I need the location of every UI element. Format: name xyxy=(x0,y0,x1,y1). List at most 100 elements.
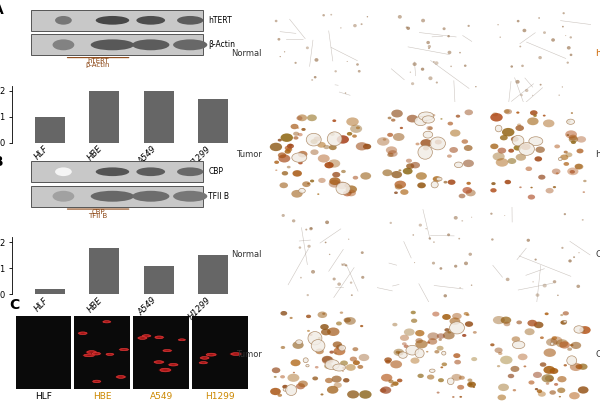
Ellipse shape xyxy=(317,194,319,195)
Ellipse shape xyxy=(519,143,535,155)
Ellipse shape xyxy=(350,357,357,362)
Circle shape xyxy=(459,52,461,53)
Ellipse shape xyxy=(512,135,524,146)
Circle shape xyxy=(350,282,352,284)
Ellipse shape xyxy=(289,144,292,146)
Ellipse shape xyxy=(418,374,424,378)
Ellipse shape xyxy=(436,177,442,181)
Ellipse shape xyxy=(440,366,443,368)
Ellipse shape xyxy=(421,139,432,147)
Circle shape xyxy=(535,259,537,261)
Ellipse shape xyxy=(518,353,527,360)
Ellipse shape xyxy=(537,389,542,393)
Ellipse shape xyxy=(102,320,112,323)
Bar xyxy=(89,247,119,294)
Circle shape xyxy=(343,263,346,266)
Ellipse shape xyxy=(290,359,301,366)
Ellipse shape xyxy=(544,366,555,374)
Ellipse shape xyxy=(448,378,454,385)
Ellipse shape xyxy=(493,316,505,324)
Ellipse shape xyxy=(205,353,218,356)
Ellipse shape xyxy=(387,133,393,137)
Circle shape xyxy=(421,68,424,71)
Circle shape xyxy=(454,216,458,219)
Ellipse shape xyxy=(327,328,340,336)
Ellipse shape xyxy=(119,376,123,378)
FancyBboxPatch shape xyxy=(31,186,203,207)
Ellipse shape xyxy=(465,321,473,327)
Circle shape xyxy=(284,51,285,53)
Ellipse shape xyxy=(447,155,452,158)
Ellipse shape xyxy=(466,314,470,316)
Circle shape xyxy=(471,217,472,218)
Ellipse shape xyxy=(398,351,403,355)
Ellipse shape xyxy=(108,354,112,355)
Ellipse shape xyxy=(203,357,206,358)
Ellipse shape xyxy=(297,127,299,129)
Circle shape xyxy=(414,262,415,263)
Ellipse shape xyxy=(333,364,346,371)
Ellipse shape xyxy=(287,166,290,169)
Ellipse shape xyxy=(406,345,419,355)
Ellipse shape xyxy=(322,356,334,364)
Ellipse shape xyxy=(283,388,287,391)
Ellipse shape xyxy=(344,318,351,323)
Ellipse shape xyxy=(422,116,434,123)
Ellipse shape xyxy=(282,385,288,389)
Ellipse shape xyxy=(388,150,398,157)
FancyBboxPatch shape xyxy=(31,35,203,55)
Ellipse shape xyxy=(310,180,314,182)
Ellipse shape xyxy=(199,356,210,360)
Ellipse shape xyxy=(530,187,533,188)
Ellipse shape xyxy=(442,314,451,320)
Ellipse shape xyxy=(349,192,352,194)
Ellipse shape xyxy=(346,118,359,126)
Ellipse shape xyxy=(428,127,433,130)
Ellipse shape xyxy=(461,139,468,144)
Ellipse shape xyxy=(395,351,400,354)
Circle shape xyxy=(573,256,575,258)
Circle shape xyxy=(511,65,513,68)
Ellipse shape xyxy=(346,364,356,371)
Ellipse shape xyxy=(559,341,570,349)
Ellipse shape xyxy=(454,162,463,168)
Ellipse shape xyxy=(293,132,299,136)
Ellipse shape xyxy=(453,353,460,358)
Ellipse shape xyxy=(329,145,337,150)
Ellipse shape xyxy=(492,112,498,116)
Ellipse shape xyxy=(551,336,557,340)
Ellipse shape xyxy=(467,381,476,388)
Ellipse shape xyxy=(312,376,318,381)
Ellipse shape xyxy=(543,115,545,117)
Circle shape xyxy=(448,35,450,37)
Ellipse shape xyxy=(427,126,433,130)
Ellipse shape xyxy=(55,16,72,25)
Circle shape xyxy=(563,12,565,14)
Ellipse shape xyxy=(284,145,292,150)
Circle shape xyxy=(419,224,422,226)
Ellipse shape xyxy=(491,182,496,185)
Ellipse shape xyxy=(529,381,535,385)
Ellipse shape xyxy=(502,128,514,136)
Ellipse shape xyxy=(533,372,542,378)
Ellipse shape xyxy=(380,388,386,393)
Ellipse shape xyxy=(391,385,394,387)
Ellipse shape xyxy=(512,336,520,342)
Ellipse shape xyxy=(415,340,428,349)
Ellipse shape xyxy=(418,145,433,159)
Circle shape xyxy=(566,62,569,64)
Ellipse shape xyxy=(529,137,543,145)
Ellipse shape xyxy=(423,131,433,138)
Ellipse shape xyxy=(173,39,208,50)
Ellipse shape xyxy=(353,176,358,180)
Bar xyxy=(35,117,65,143)
Ellipse shape xyxy=(406,163,415,169)
Ellipse shape xyxy=(391,383,393,385)
Text: Normal: Normal xyxy=(231,49,262,58)
Ellipse shape xyxy=(155,336,163,339)
Ellipse shape xyxy=(358,365,363,369)
Ellipse shape xyxy=(437,346,443,351)
Ellipse shape xyxy=(332,342,342,348)
Ellipse shape xyxy=(575,164,583,169)
Text: hTERT: hTERT xyxy=(595,150,600,159)
